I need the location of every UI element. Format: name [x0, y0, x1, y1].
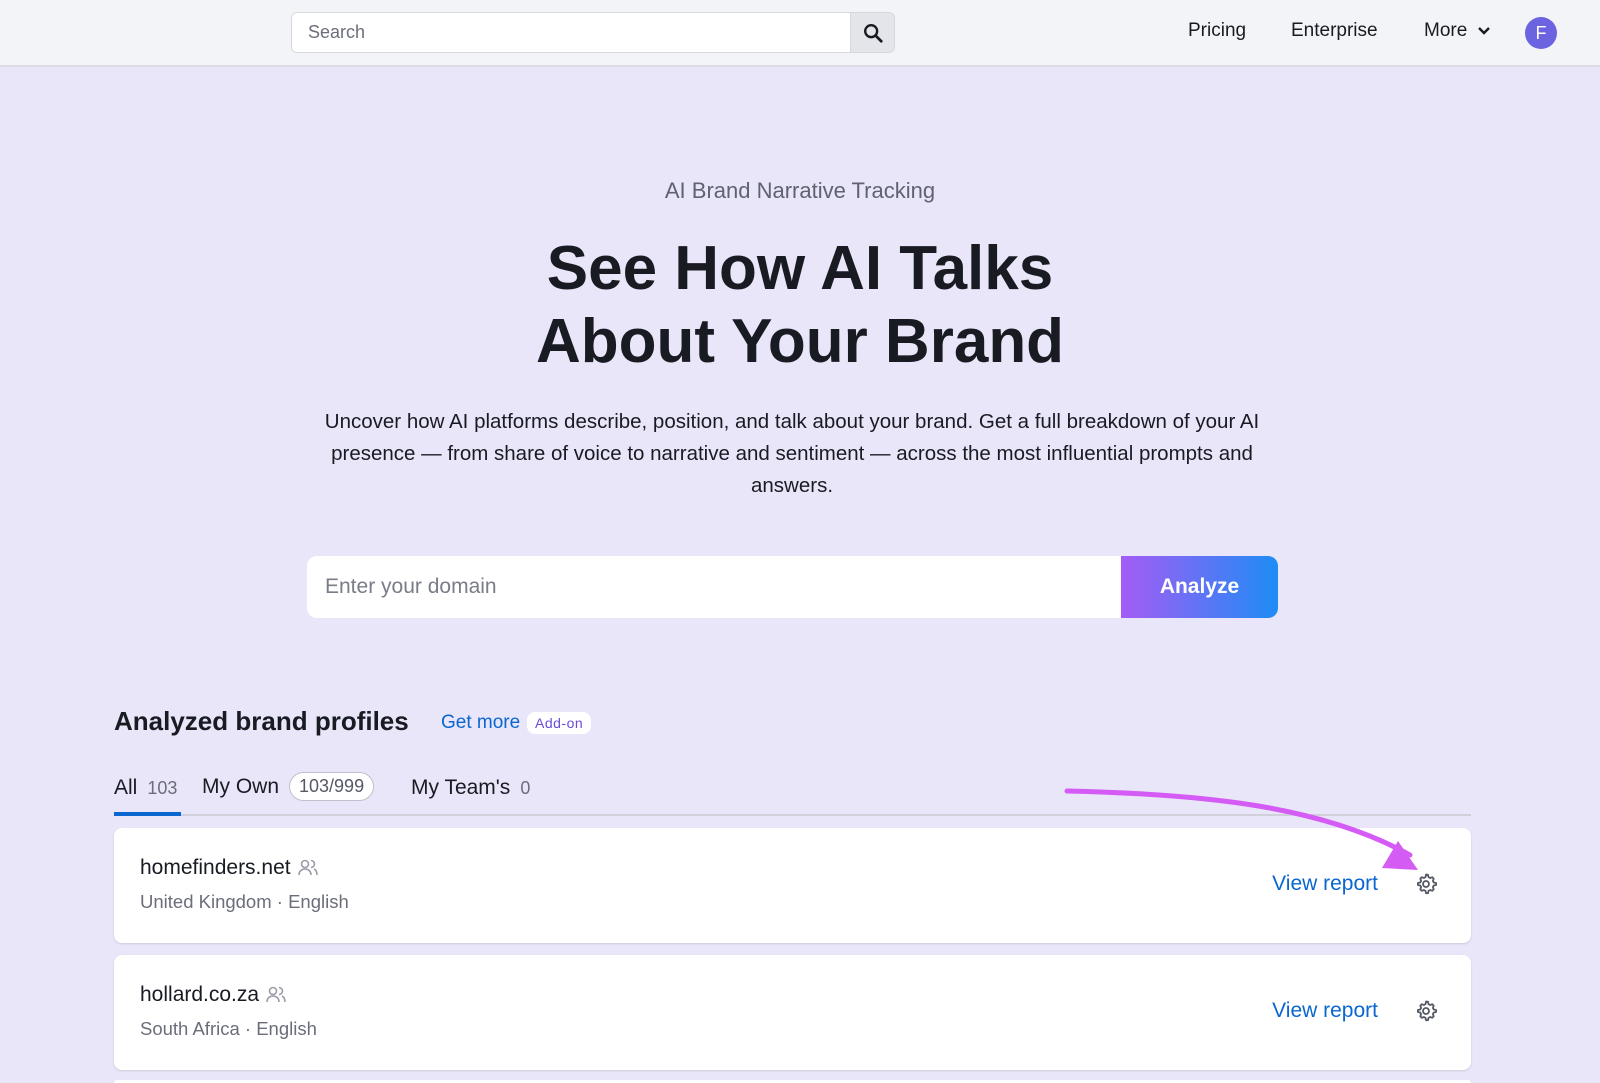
- gear-icon[interactable]: [1414, 872, 1438, 896]
- tab-count: 103: [147, 777, 178, 798]
- nav-pricing[interactable]: Pricing: [1188, 20, 1247, 41]
- view-report-link[interactable]: View report: [1272, 999, 1378, 1022]
- view-report-link[interactable]: View report: [1272, 872, 1378, 895]
- list-item: homefinders.net United Kingdom · English…: [114, 828, 1471, 943]
- profile-domain: hollard.co.za: [140, 983, 260, 1006]
- gear-icon[interactable]: [1414, 999, 1438, 1023]
- nav-enterprise[interactable]: Enterprise: [1291, 20, 1378, 41]
- get-more-link[interactable]: Get more: [441, 712, 521, 733]
- hero-kicker: AI Brand Narrative Tracking: [664, 178, 936, 203]
- tab-label: All: [114, 776, 138, 799]
- profile-domain: homefinders.net: [140, 856, 291, 879]
- profile-meta: South Africa · English: [140, 1018, 317, 1039]
- nav-more[interactable]: More: [1424, 20, 1491, 42]
- team-icon: [266, 986, 286, 1003]
- page-title: See How AI Talks About Your Brand: [0, 232, 1600, 378]
- tab-label: My Own: [202, 774, 280, 798]
- avatar[interactable]: F: [1525, 17, 1557, 49]
- team-icon: [297, 859, 318, 876]
- tab-count: 103/999: [289, 772, 375, 801]
- search-input[interactable]: [292, 13, 850, 52]
- tab-all[interactable]: All 103: [114, 776, 177, 800]
- nav-more-label: More: [1424, 20, 1468, 41]
- active-tab-indicator: [114, 812, 181, 816]
- title-line-1: See How AI Talks: [546, 234, 1054, 303]
- addon-badge: Add-on: [527, 712, 592, 734]
- list-item: [114, 1080, 1471, 1083]
- profile-meta: United Kingdom · English: [140, 891, 349, 912]
- search-icon: [863, 23, 883, 43]
- chevron-down-icon: [1478, 27, 1491, 35]
- tab-label: My Team's: [411, 776, 511, 799]
- domain-input[interactable]: [307, 556, 1121, 618]
- title-line-2: About Your Brand: [535, 307, 1065, 376]
- search-button[interactable]: [850, 13, 894, 52]
- search-bar: [291, 12, 895, 53]
- tab-my-own[interactable]: My Own 103/999: [202, 772, 375, 801]
- list-item: hollard.co.za South Africa · English Vie…: [114, 955, 1471, 1070]
- tab-count: 0: [520, 777, 531, 798]
- tab-my-teams[interactable]: My Team's 0: [411, 776, 530, 800]
- domain-form: Analyze: [307, 556, 1278, 618]
- section-title: Analyzed brand profiles: [114, 706, 409, 736]
- profile-tabs: All 103 My Own 103/999 My Team's 0: [114, 772, 1471, 816]
- hero-description: Uncover how AI platforms describe, posit…: [324, 410, 1260, 497]
- analyze-button[interactable]: Analyze: [1121, 556, 1278, 618]
- top-header: Pricing Enterprise More F: [0, 0, 1600, 67]
